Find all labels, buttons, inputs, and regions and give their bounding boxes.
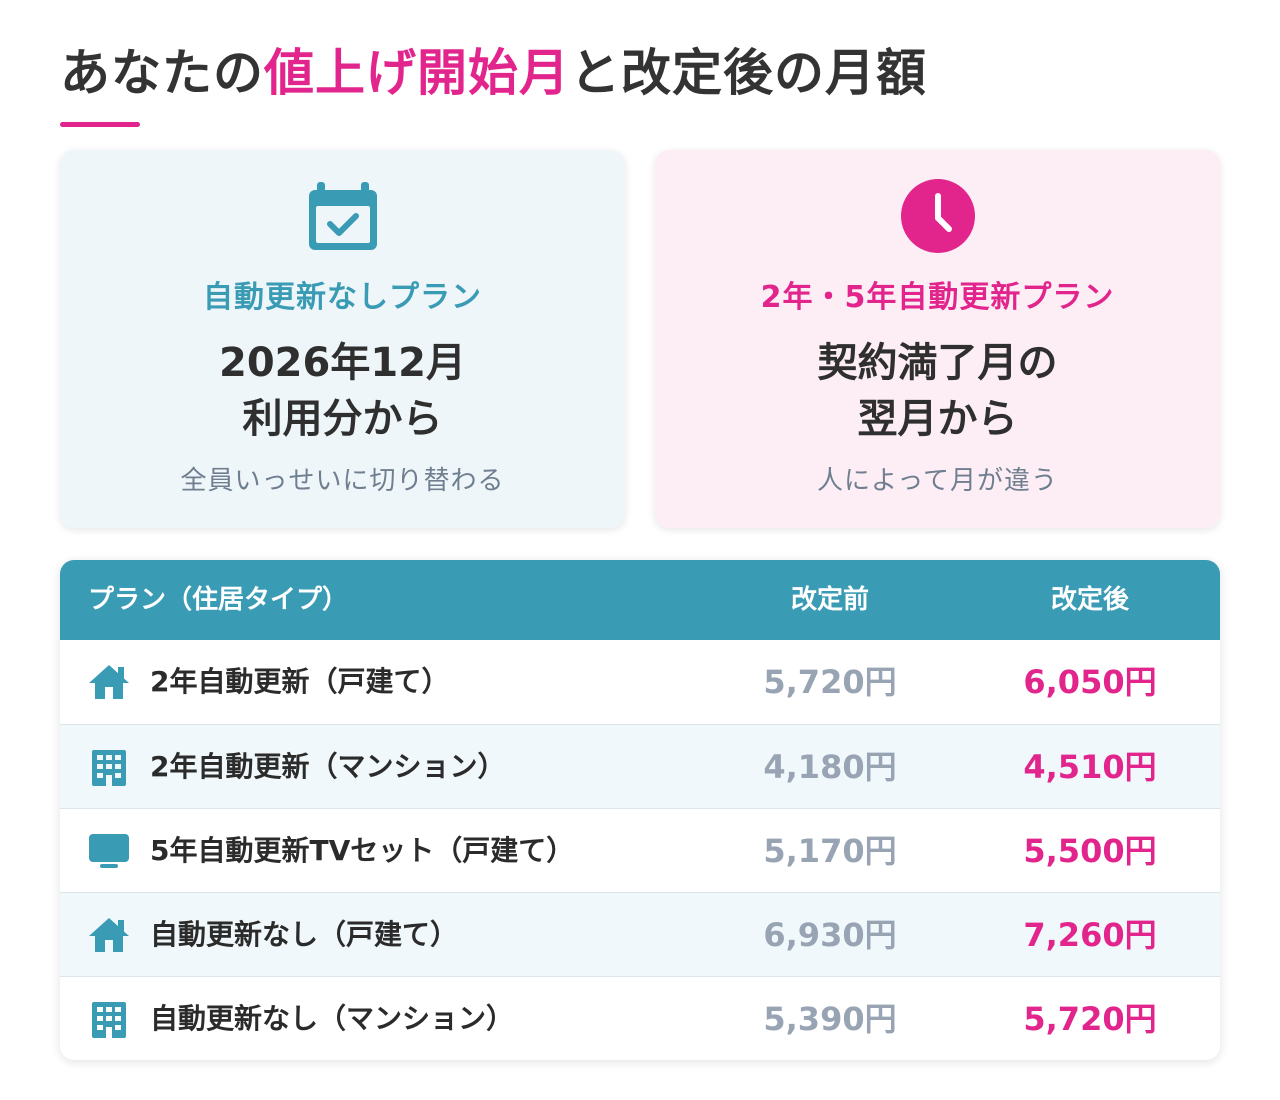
card-main-line-2: 利用分から: [242, 396, 443, 442]
plan-name: 2年自動更新（戸建て）: [150, 665, 450, 698]
page-title: あなたの値上げ開始月と改定後の月額: [60, 40, 927, 106]
table-body: 2年自動更新（戸建て） 5,720円 6,050円: [60, 640, 1220, 1060]
clock-icon: [900, 178, 976, 254]
title-underline: [60, 122, 140, 127]
card-label: 2年・5年自動更新プラン: [760, 280, 1115, 315]
table-row: 2年自動更新（マンション） 4,180円 4,510円: [60, 724, 1220, 808]
table-row: 自動更新なし（マンション） 5,390円 5,720円: [60, 976, 1220, 1060]
price-after: 5,500円: [1023, 832, 1157, 870]
price-table: プラン（住居タイプ） 改定前 改定後 2年自動更新（戸建て） 5,720円 6,…: [60, 560, 1220, 1060]
header-after: 改定後: [1050, 585, 1129, 615]
price-after: 7,260円: [1023, 916, 1157, 954]
building-icon: [88, 748, 130, 786]
price-after: 5,720円: [1023, 1000, 1157, 1038]
plan-name: 2年自動更新（マンション）: [150, 750, 506, 783]
card-note: 全員いっせいに切り替わる: [180, 466, 505, 496]
card-main-line-1: 契約満了月の: [817, 340, 1058, 386]
price-before: 5,390円: [763, 1000, 897, 1038]
title-prefix: あなたの: [60, 44, 264, 102]
table-row: 2年自動更新（戸建て） 5,720円 6,050円: [60, 640, 1220, 724]
title-suffix: と改定後の月額: [570, 44, 927, 102]
table-row: 自動更新なし（戸建て） 6,930円 7,260円: [60, 892, 1220, 976]
plan-card-no-auto-renew: 自動更新なしプラン 2026年12月 利用分から 全員いっせいに切り替わる: [60, 150, 625, 528]
price-after: 4,510円: [1023, 748, 1157, 786]
calendar-check-icon: [305, 178, 381, 254]
card-main-line-2: 翌月から: [857, 396, 1018, 442]
building-icon: [88, 1000, 130, 1038]
card-note: 人によって月が違う: [817, 466, 1058, 496]
price-before: 5,720円: [763, 663, 897, 701]
title-accent: 値上げ開始月: [264, 44, 570, 102]
card-start-month: 契約満了月の 翌月から: [655, 335, 1220, 447]
price-before: 5,170円: [763, 832, 897, 870]
price-before: 6,930円: [763, 916, 897, 954]
price-after: 6,050円: [1023, 663, 1157, 701]
price-before: 4,180円: [763, 748, 897, 786]
header-before: 改定前: [790, 585, 869, 615]
house-icon: [88, 916, 130, 954]
plan-name: 自動更新なし（マンション）: [150, 1002, 515, 1035]
table-row: 5年自動更新TVセット（戸建て） 5,170円 5,500円: [60, 808, 1220, 892]
card-label: 自動更新なしプラン: [203, 280, 482, 315]
card-start-month: 2026年12月 利用分から: [60, 335, 625, 447]
plan-name: 5年自動更新TVセット（戸建て）: [150, 834, 575, 867]
header-plan: プラン（住居タイプ）: [88, 585, 349, 615]
house-icon: [88, 663, 130, 701]
tv-icon: [88, 832, 130, 870]
table-header: プラン（住居タイプ） 改定前 改定後: [60, 560, 1220, 640]
plan-name: 自動更新なし（戸建て）: [150, 918, 459, 951]
plan-card-auto-renew: 2年・5年自動更新プラン 契約満了月の 翌月から 人によって月が違う: [655, 150, 1220, 528]
card-main-line-1: 2026年12月: [219, 340, 466, 386]
